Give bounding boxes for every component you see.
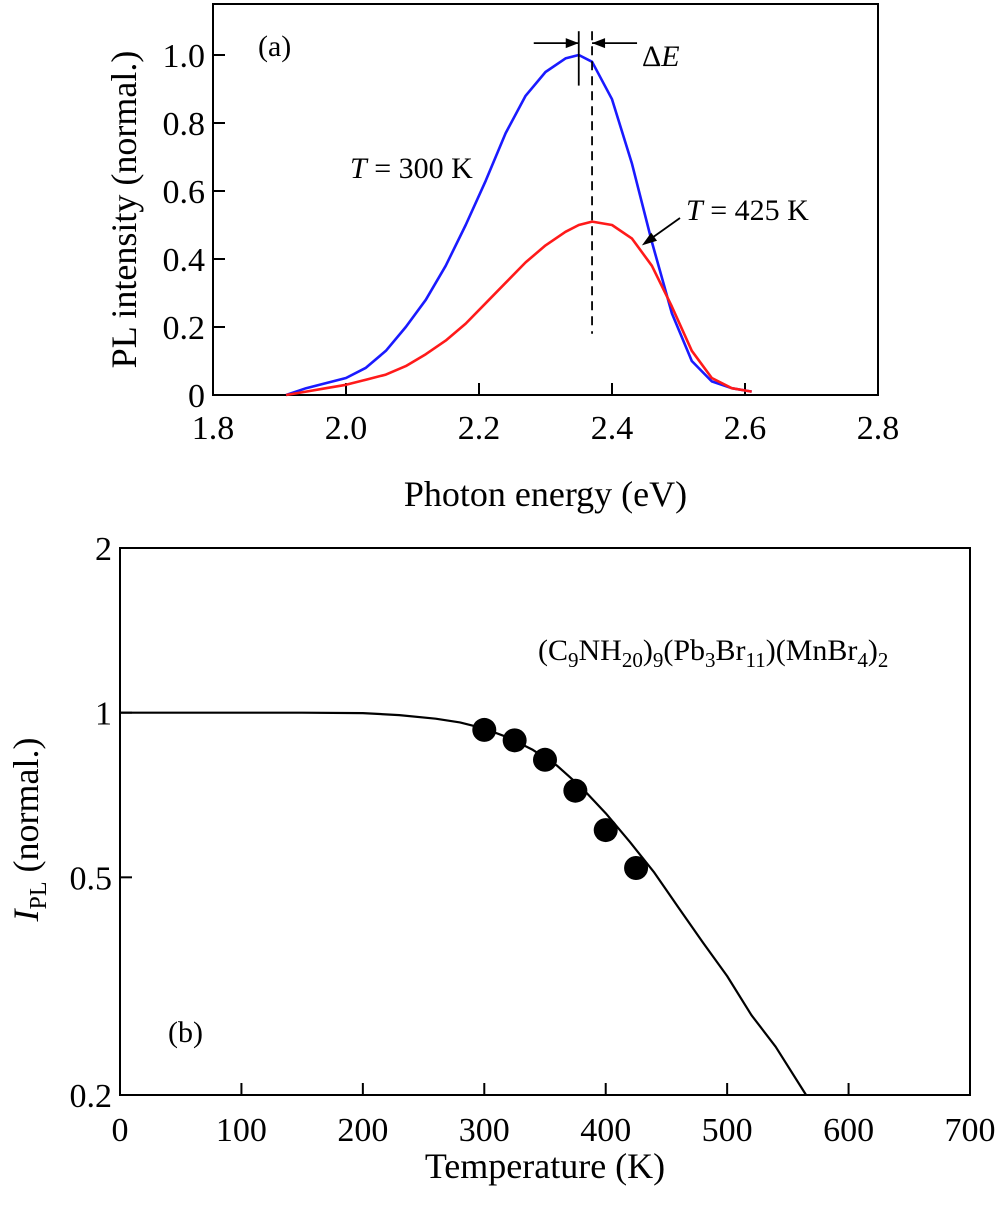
annotation-t300-value: = 300 K	[367, 152, 473, 185]
series-300k-line	[285, 53, 752, 397]
panel-b-y-tick-label: 2	[95, 531, 112, 568]
panel-b-x-tick-label: 200	[337, 1112, 388, 1149]
annotation-t425-arrowhead	[641, 232, 658, 246]
annotation-delta-symbol: Δ	[642, 40, 661, 73]
panel-a-series	[285, 53, 752, 397]
compound-subscript: 9	[653, 648, 664, 672]
panel-b-data-points	[472, 717, 649, 881]
compound-subscript: 3	[705, 648, 716, 672]
panel-b-y-tick-label: 0.5	[70, 860, 113, 897]
compound-text: Br	[716, 634, 746, 667]
annotation-t425-value: = 425 K	[703, 194, 809, 227]
panel-b-x-tick-label: 500	[702, 1112, 753, 1149]
data-point	[593, 818, 618, 843]
data-point	[472, 717, 497, 742]
panel-b-x-tick-label: 700	[945, 1112, 996, 1149]
panel-b-fit-curve	[120, 711, 808, 1096]
panel-b-ticks	[119, 547, 971, 1096]
panel-a-y-tick-label: 1.0	[163, 38, 206, 75]
compound-subscript: 20	[622, 648, 643, 672]
panel-b-tick-labels: 0 100 200 300 400 500 600 700 0.2 0.5 1 2	[70, 531, 996, 1149]
panel-b-y-axis-title: IPL (normal.)	[6, 738, 52, 923]
panel-b-y-axis-unit: (normal.)	[6, 738, 46, 882]
panel-b-x-tick-label: 400	[580, 1112, 631, 1149]
panel-a-y-tick-label: 0.8	[163, 106, 206, 143]
compound-subscript: 2	[878, 648, 889, 672]
compound-formula: (C9NH20)9(Pb3Br11)(MnBr4)2	[538, 634, 888, 672]
compound-text: )	[643, 634, 653, 667]
compound-subscript: 11	[746, 648, 766, 672]
annotation-t425-arrow	[649, 217, 681, 241]
panel-b-x-tick-label: 100	[216, 1112, 267, 1149]
panel-b-plot-frame	[119, 547, 971, 1096]
data-point	[624, 856, 649, 881]
panel-a-tick-labels: 1.8 2.0 2.2 2.4 2.6 2.8 0 0.2 0.4 0.6 0.8 1.0	[163, 38, 900, 447]
compound-text: NH	[579, 634, 622, 667]
panel-a-y-tick-label: 0	[188, 378, 205, 415]
annotation-t300: T = 300 K	[350, 152, 473, 185]
panel-a-plot-frame	[212, 3, 879, 396]
annotation-t425-symbol: T	[686, 194, 705, 227]
panel-a-x-axis-title: Photon energy (eV)	[404, 474, 687, 514]
panel-b-x-tick-label: 0	[112, 1112, 129, 1149]
delta-e-arrowhead-left	[565, 38, 579, 49]
data-point	[533, 747, 557, 772]
panel-b-y-tick-label: 0.2	[70, 1078, 113, 1115]
panel-a-x-tick-label: 2.6	[724, 410, 767, 447]
series-425k-line	[285, 220, 752, 397]
panel-a-pl-spectra: 1.8 2.0 2.2 2.4 2.6 2.8 0 0.2 0.4 0.6 0.8 1.0 (a) T…	[104, 3, 900, 514]
panel-a-x-tick-label: 2.0	[325, 410, 368, 447]
panel-b-y-axis-subscript: PL	[26, 881, 52, 909]
annotation-t300-symbol: T	[350, 152, 369, 185]
compound-subscript: 9	[568, 648, 579, 672]
panel-a-ticks	[212, 54, 879, 396]
annotation-t425: T = 425 K	[686, 194, 809, 227]
panel-a-x-tick-label: 2.8	[857, 410, 900, 447]
fit-curve-line	[120, 711, 808, 1096]
delta-e-arrowhead-right	[592, 38, 606, 49]
panel-a-y-tick-label: 0.6	[163, 174, 206, 211]
panel-b-label: (b)	[168, 1016, 203, 1049]
annotation-delta-e-letter: E	[660, 40, 679, 73]
panel-a-x-tick-label: 1.8	[192, 410, 235, 447]
panel-b-y-axis-symbol: I	[6, 907, 46, 922]
compound-text: (Pb	[663, 634, 705, 667]
compound-subscript: 4	[857, 648, 868, 672]
compound-text: )	[868, 634, 878, 667]
panel-b-x-tick-label: 600	[823, 1112, 874, 1149]
panel-b-x-axis-title: Temperature (K)	[425, 1146, 665, 1186]
panel-a-label: (a)	[258, 30, 291, 63]
data-point	[502, 728, 527, 753]
panel-a-y-tick-label: 0.4	[163, 242, 206, 279]
annotation-delta-e: ΔE	[642, 40, 680, 73]
panel-a-peak-markers	[533, 31, 638, 334]
compound-text: )(MnBr	[766, 634, 858, 667]
panel-a-x-tick-label: 2.4	[591, 410, 634, 447]
panel-a-y-tick-label: 0.2	[163, 310, 206, 347]
panel-b-y-tick-label: 1	[95, 696, 112, 733]
panel-a-x-tick-label: 2.2	[458, 410, 501, 447]
compound-text: (C	[538, 634, 568, 667]
panel-b-x-tick-label: 300	[459, 1112, 510, 1149]
panel-a-y-axis-title: PL intensity (normal.)	[104, 51, 144, 369]
data-point	[563, 778, 588, 803]
